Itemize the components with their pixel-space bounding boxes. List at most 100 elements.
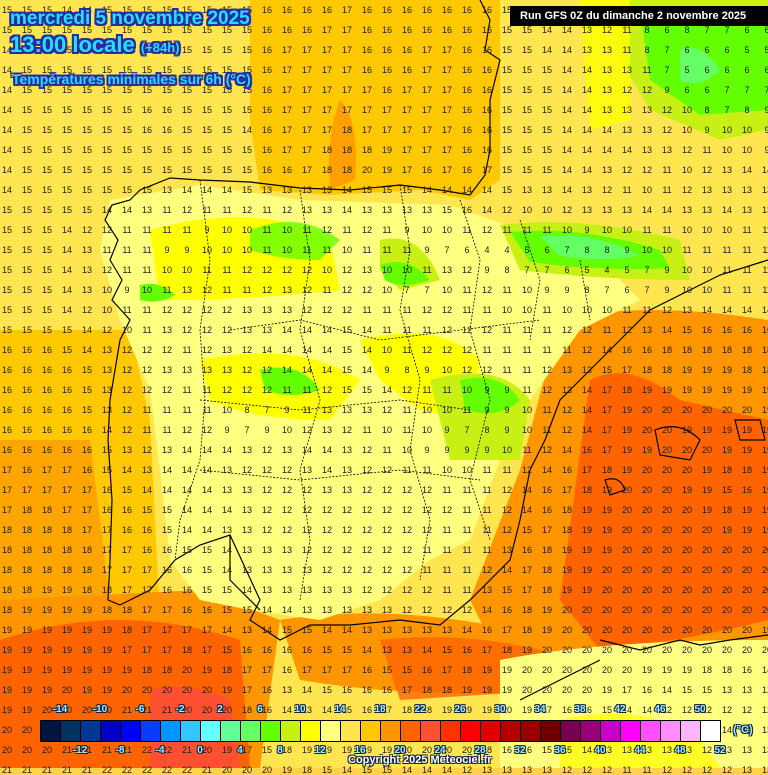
grid-value: 11: [522, 365, 532, 375]
grid-value: 15: [541, 85, 552, 95]
grid-value: 15: [521, 25, 532, 35]
grid-value: 16: [261, 45, 272, 55]
grid-value: 16: [741, 665, 752, 675]
grid-value: 13: [621, 125, 632, 135]
grid-value: 15: [521, 105, 532, 115]
grid-value: 19: [621, 465, 632, 475]
grid-value: 17: [81, 505, 92, 515]
grid-value: 15: [701, 685, 712, 695]
grid-value: 14: [721, 205, 732, 215]
colorbar-swatch: [61, 721, 81, 741]
grid-value: 15: [141, 185, 152, 195]
grid-value: 13: [281, 545, 292, 555]
grid-value: 8: [644, 25, 650, 35]
grid-value: 15: [181, 5, 192, 15]
grid-value: 17: [81, 525, 92, 535]
grid-value: 13: [321, 185, 332, 195]
grid-value: 21: [101, 745, 112, 755]
grid-value: 13: [141, 465, 152, 475]
grid-value: 10: [581, 305, 592, 315]
grid-value: 18: [541, 565, 552, 575]
grid-value: 14: [461, 185, 472, 195]
grid-value: 15: [121, 85, 132, 95]
grid-value: 7: [644, 265, 650, 275]
colorbar-tick-label: 34: [534, 704, 546, 715]
grid-value: 7: [724, 25, 730, 35]
grid-value: 11: [502, 285, 512, 295]
grid-value: 9: [504, 385, 510, 395]
grid-value: 15: [181, 145, 192, 155]
grid-value: 19: [501, 665, 512, 675]
grid-value: 6: [624, 285, 630, 295]
colorbar-tick-label: 28: [474, 745, 486, 756]
grid-value: 19: [41, 625, 52, 635]
grid-value: 12: [461, 345, 472, 355]
grid-value: 20: [661, 425, 672, 435]
grid-value: 15: [541, 105, 552, 115]
grid-value: 20: [621, 525, 632, 535]
grid-value: 17: [301, 665, 312, 675]
grid-value: 20: [741, 585, 752, 595]
grid-value: 12: [481, 225, 492, 235]
colorbar-swatch: [321, 721, 341, 741]
grid-value: 16: [141, 545, 152, 555]
grid-value: 11: [702, 145, 712, 155]
grid-value: 20: [221, 705, 232, 715]
grid-value: 20: [121, 685, 132, 695]
grid-value: 16: [481, 65, 492, 75]
grid-value: 8: [504, 265, 510, 275]
grid-value: 12: [501, 525, 512, 535]
grid-value: 15: [221, 605, 232, 615]
grid-value: 12: [261, 445, 272, 455]
grid-value: 15: [241, 85, 252, 95]
grid-value: 20: [721, 545, 732, 555]
grid-value: 12: [721, 765, 732, 775]
grid-value: 14: [401, 765, 412, 775]
grid-value: 18: [281, 745, 292, 755]
grid-value: 16: [281, 5, 292, 15]
grid-value: 15: [101, 185, 112, 195]
grid-value: 16: [621, 345, 632, 355]
grid-value: 17: [341, 85, 352, 95]
grid-value: 9: [124, 285, 130, 295]
grid-value: 17: [341, 45, 352, 55]
grid-value: 15: [41, 285, 52, 295]
grid-value: 11: [462, 225, 472, 235]
grid-value: 7: [604, 285, 610, 295]
grid-value: 20: [1, 725, 12, 735]
grid-value: 16: [261, 25, 272, 35]
grid-value: 11: [162, 285, 172, 295]
grid-value: 13: [281, 585, 292, 595]
grid-value: 12: [661, 705, 672, 715]
grid-value: 15: [521, 525, 532, 535]
grid-value: 12: [321, 545, 332, 555]
grid-value: 12: [701, 765, 712, 775]
colorbar-tick-label: 42: [614, 704, 626, 715]
grid-value: 13: [421, 625, 432, 635]
grid-value: 13: [541, 765, 552, 775]
grid-value: 8: [584, 245, 590, 255]
grid-value: 20: [681, 605, 692, 615]
grid-value: 17: [441, 665, 452, 675]
grid-value: 12: [501, 485, 512, 495]
grid-value: 17: [321, 105, 332, 115]
grid-value: 11: [542, 345, 552, 355]
grid-value: 16: [361, 705, 372, 715]
grid-value: 18: [21, 565, 32, 575]
grid-value: 14: [61, 285, 72, 295]
grid-value: 15: [61, 145, 72, 155]
grid-value: 17: [401, 125, 412, 135]
grid-value: 15: [21, 265, 32, 275]
grid-value: 8: [684, 25, 690, 35]
grid-value: 15: [521, 145, 532, 155]
grid-value: 15: [221, 645, 232, 655]
grid-value: 15: [221, 585, 232, 595]
grid-value: 9: [424, 365, 430, 375]
grid-value: 17: [321, 665, 332, 675]
grid-value: 19: [21, 605, 32, 615]
grid-value: 14: [101, 425, 112, 435]
grid-value: 17: [521, 585, 532, 595]
grid-value: 15: [501, 125, 512, 135]
grid-value: 11: [762, 265, 768, 275]
grid-value: 12: [421, 605, 432, 615]
